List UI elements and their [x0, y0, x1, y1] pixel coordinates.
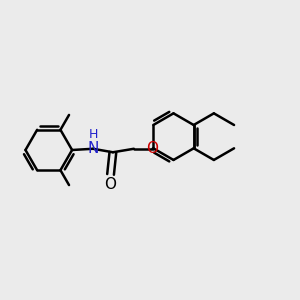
Text: H: H — [89, 128, 98, 141]
Text: O: O — [105, 178, 117, 193]
Text: O: O — [146, 141, 158, 156]
Text: N: N — [87, 141, 99, 156]
